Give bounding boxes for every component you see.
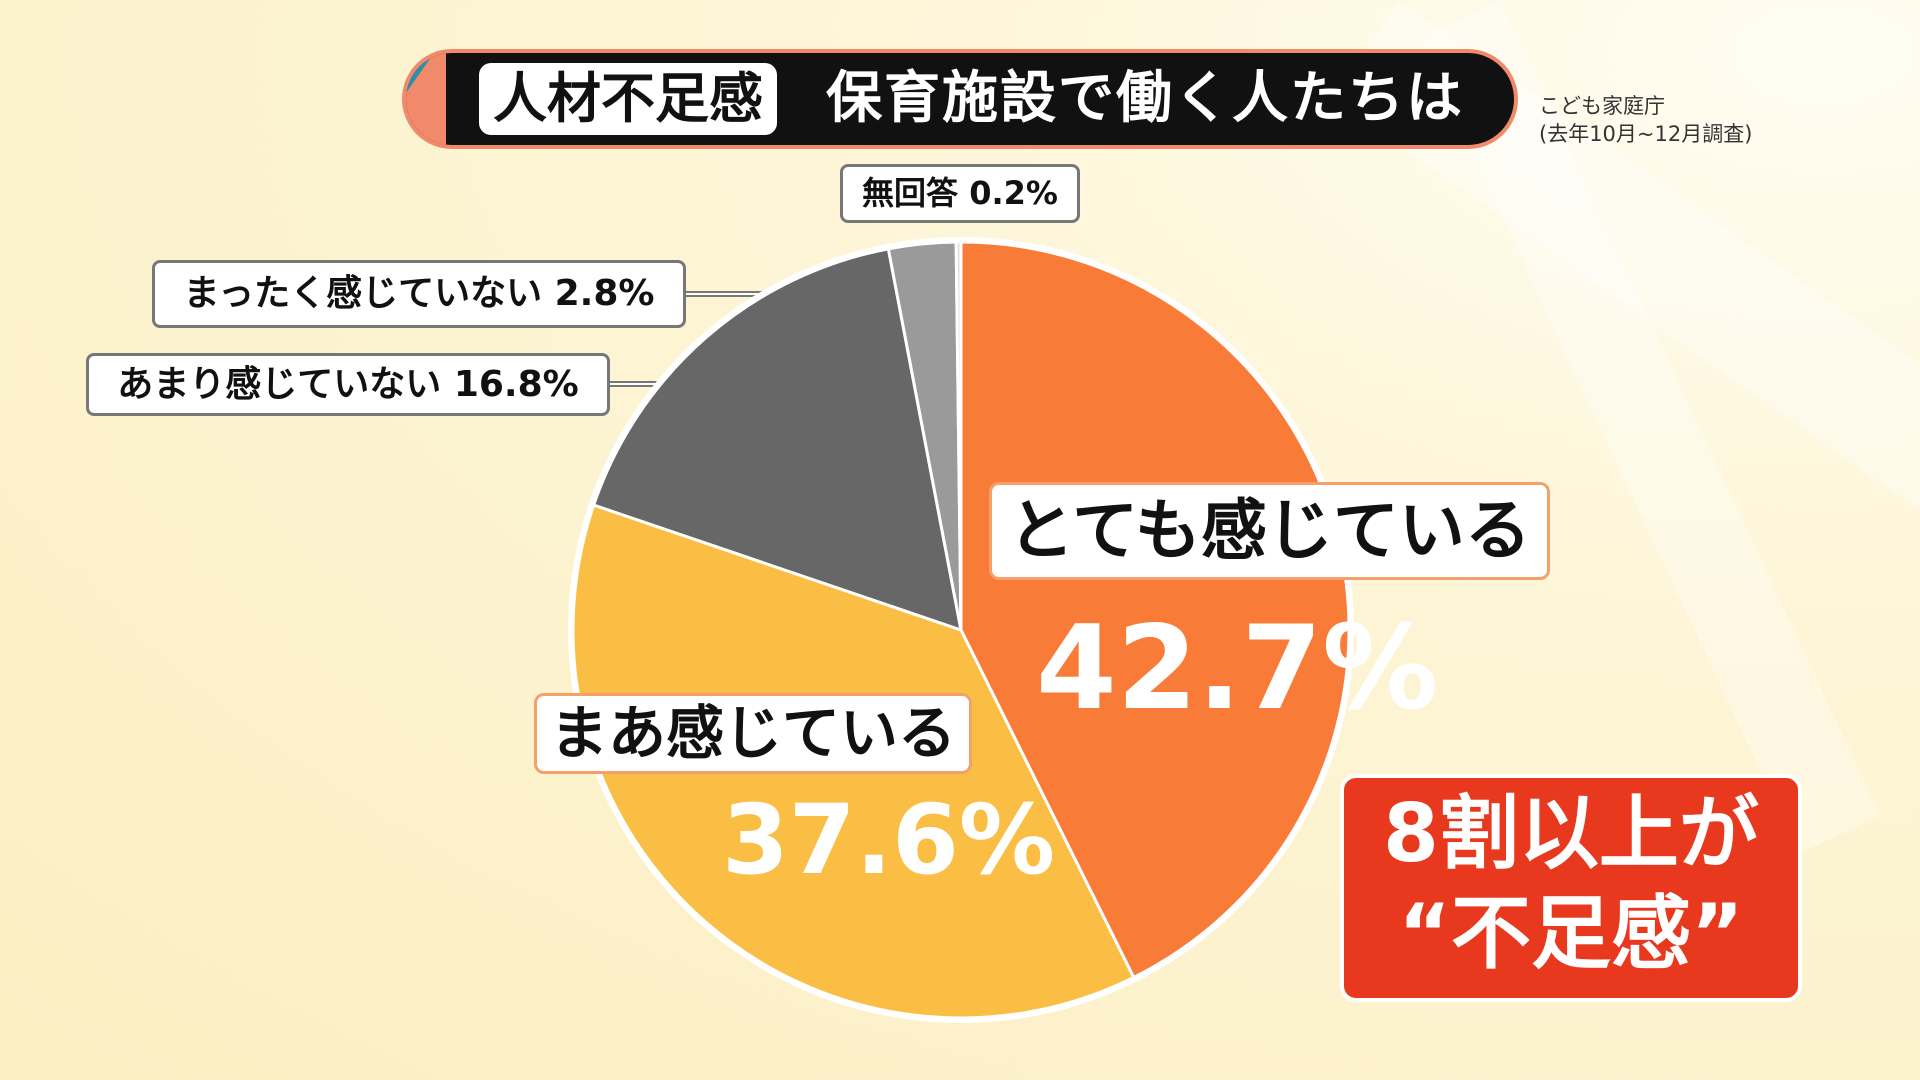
source-note: こども家庭庁 (去年10月~12月調査) bbox=[1539, 92, 1752, 148]
callout-line2: “不足感” bbox=[1398, 887, 1744, 980]
pie-slice-2 bbox=[591, 247, 963, 633]
title-tag: 人材不足感 bbox=[479, 63, 777, 135]
page-title: 保育施設で働く人たちは bbox=[826, 66, 1464, 131]
pie-slice-4 bbox=[954, 240, 963, 631]
label-no-answer: 無回答 0.2% bbox=[840, 164, 1080, 223]
label-somewhat: まあ感じている bbox=[534, 693, 972, 774]
source-period: (去年10月~12月調査) bbox=[1539, 122, 1753, 146]
title-accent-corner bbox=[406, 53, 434, 93]
title-bar: 人材不足感 保育施設で働く人たちは bbox=[402, 49, 1518, 149]
callout-line1: 8割以上が bbox=[1383, 787, 1759, 880]
value-somewhat: 37.6% bbox=[722, 784, 1056, 896]
label-very-much: とても感じている bbox=[989, 482, 1550, 580]
source-org: こども家庭庁 bbox=[1539, 94, 1665, 118]
label-not-at-all: まったく感じていない 2.8% bbox=[152, 260, 686, 328]
callout-box: 8割以上が “不足感” bbox=[1340, 774, 1802, 1002]
value-very-much: 42.7% bbox=[1036, 601, 1439, 736]
label-not-much: あまり感じていない 16.8% bbox=[86, 353, 610, 416]
